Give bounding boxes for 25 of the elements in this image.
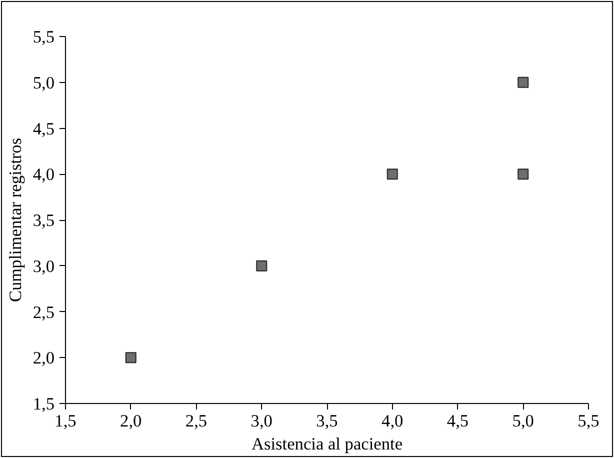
x-tick-label: 3,5 <box>316 412 338 430</box>
x-tick-label: 3,0 <box>250 412 272 430</box>
x-axis-title: Asistencia al paciente <box>251 434 403 454</box>
y-tick-label: 4,0 <box>32 165 55 184</box>
y-tick-label: 3,0 <box>32 256 55 276</box>
y-tick-label: 5,0 <box>32 73 55 92</box>
x-tick-label: 5,5 <box>578 412 600 430</box>
y-tick-label: 5,5 <box>32 28 55 46</box>
y-tick-label: 3,5 <box>32 211 55 230</box>
y-tick-label: 1,5 <box>32 394 55 414</box>
y-tick-label: 2,5 <box>32 302 55 322</box>
point <box>518 168 529 180</box>
x-tick-label: 2,5 <box>185 412 208 430</box>
x-tick-label: 4,5 <box>446 412 469 430</box>
x-tick-label: 4,0 <box>382 412 404 430</box>
x-tick-label: 1,5 <box>54 412 76 430</box>
y-tick-label: 2,0 <box>32 348 55 368</box>
y-tick-label: 4,5 <box>32 119 55 138</box>
point <box>256 260 268 272</box>
point <box>125 352 136 364</box>
x-tick-label: 5,0 <box>512 412 534 430</box>
y-axis-title: Cumplimentar registros <box>6 138 25 302</box>
point <box>386 168 398 180</box>
point <box>518 76 529 88</box>
x-tick-label: 2,0 <box>120 412 142 430</box>
